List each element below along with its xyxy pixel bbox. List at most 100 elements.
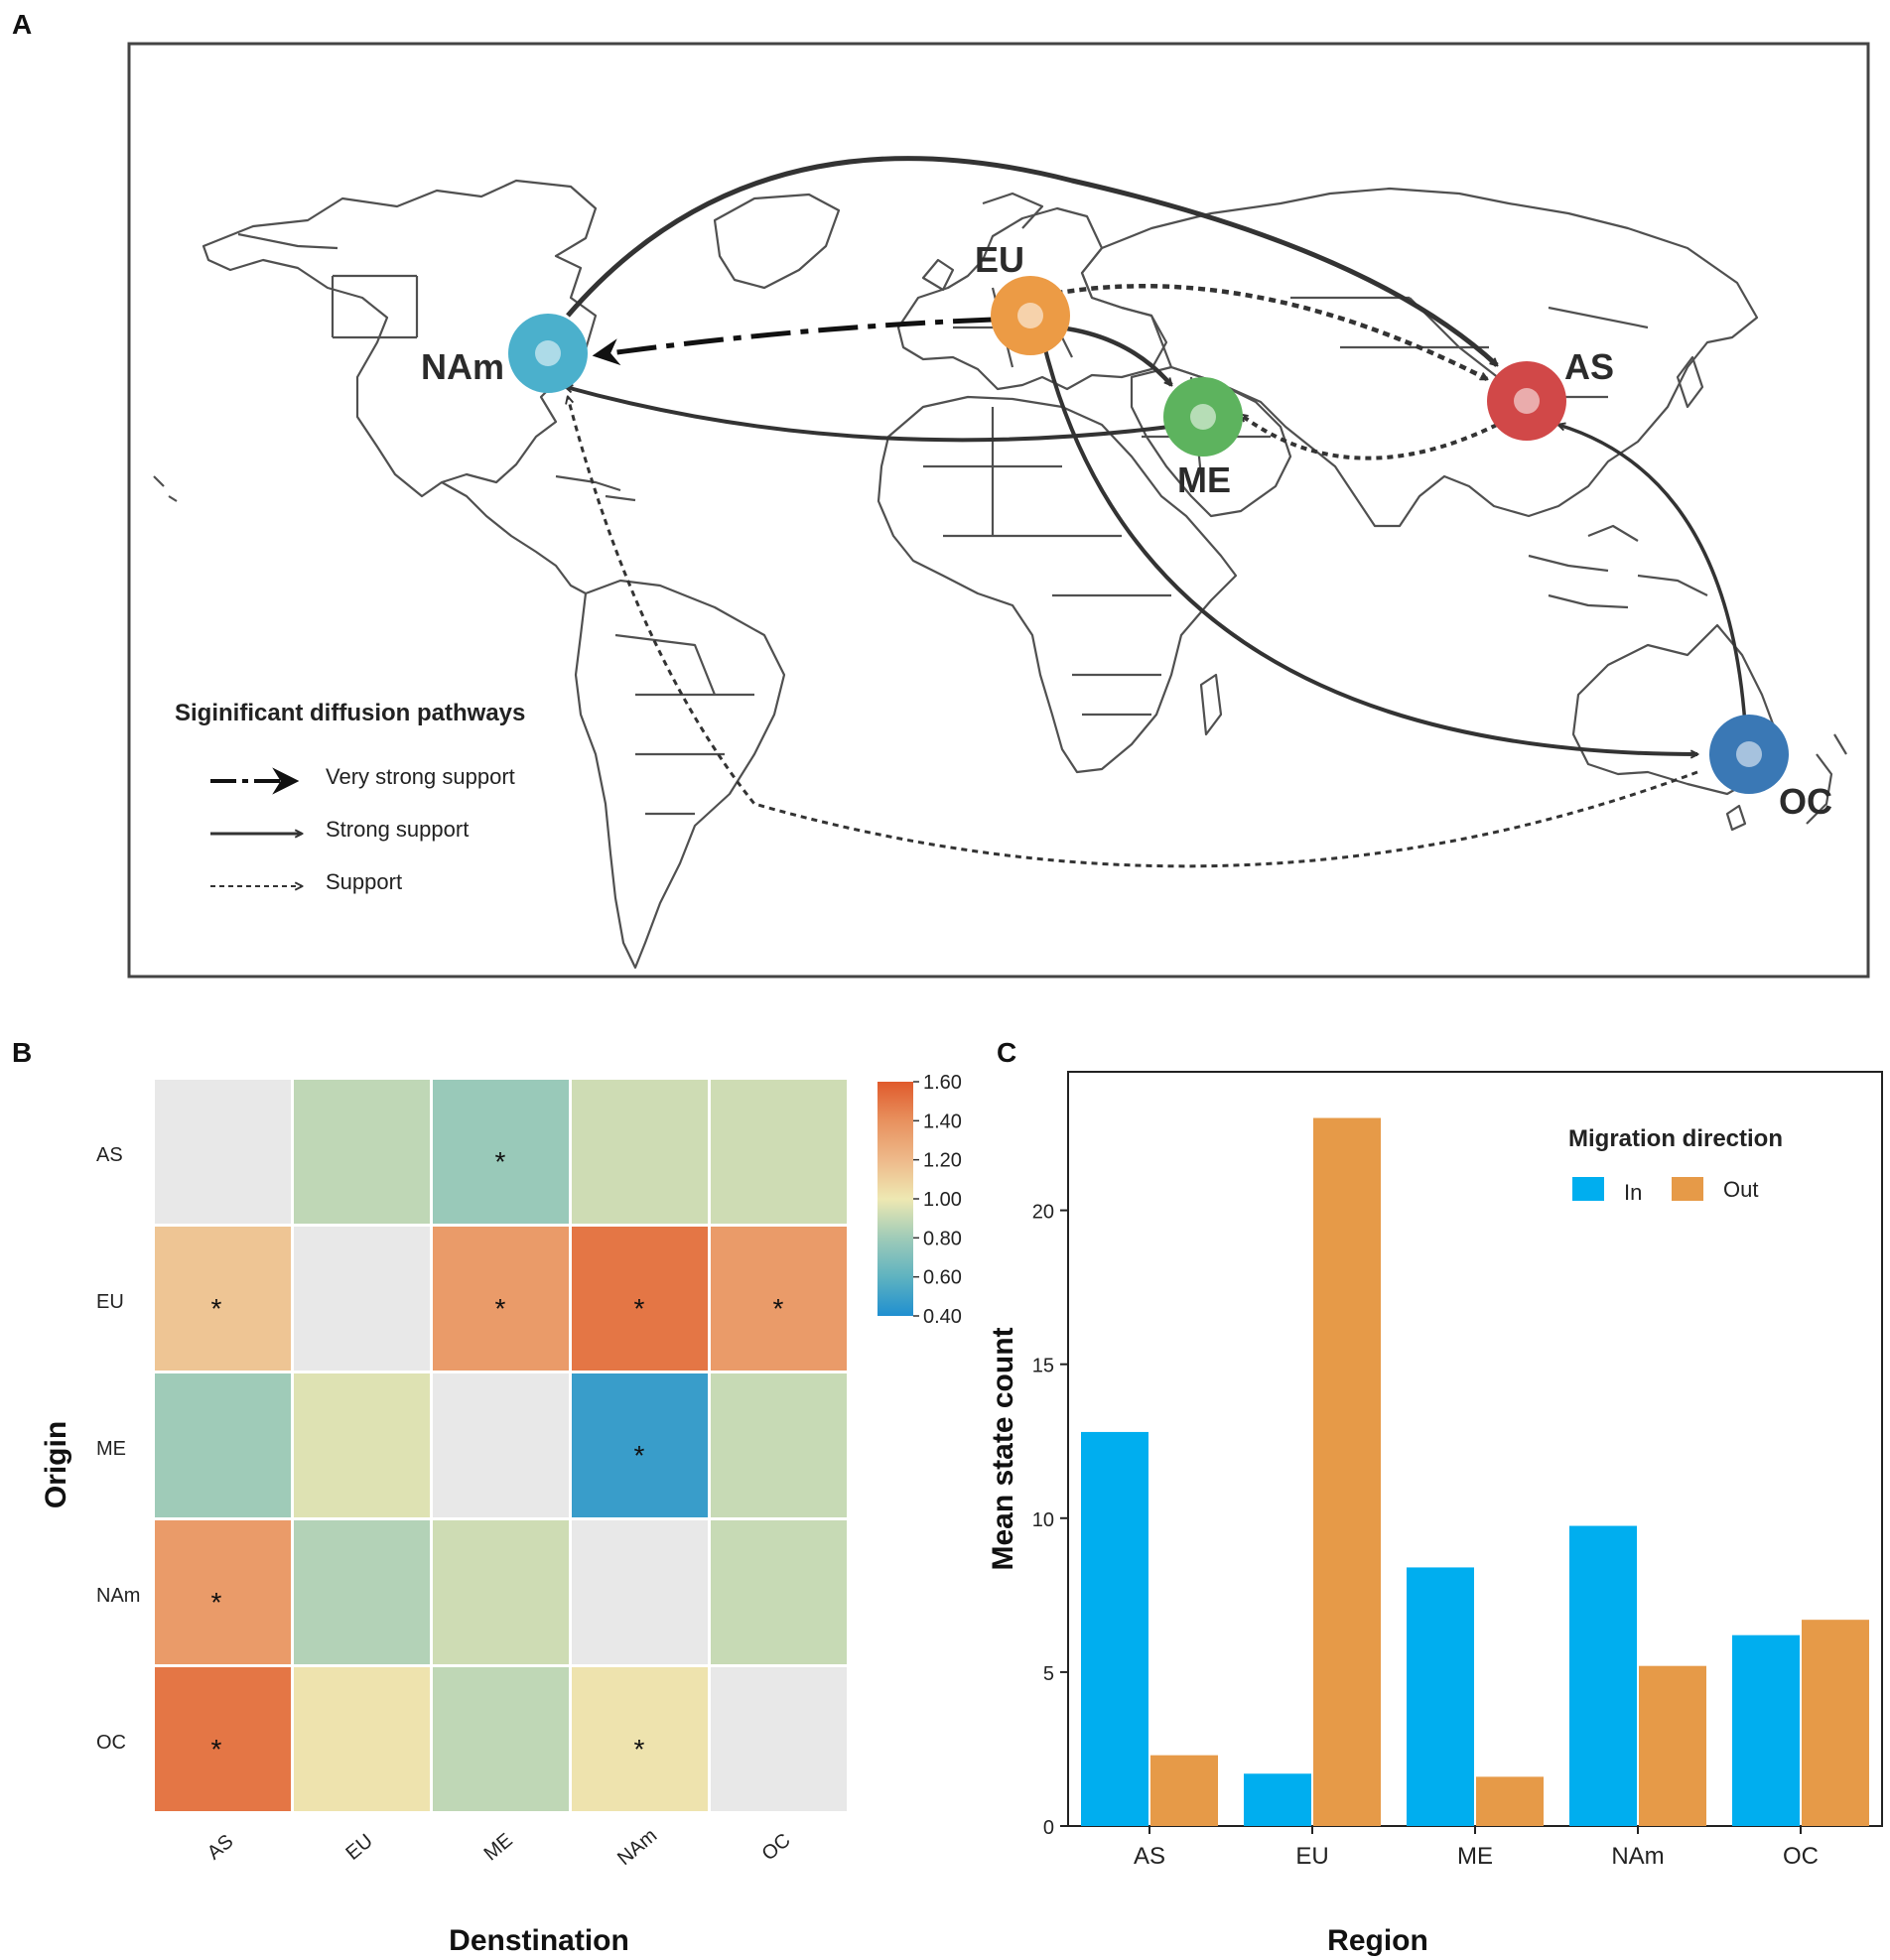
heatmap-cell-nam-oc [711,1520,847,1664]
bar-bars [1081,1117,1869,1826]
pathway-legend: Siginificant diffusion pathways Very str… [175,700,525,894]
heatmap-cell-as-eu [294,1080,430,1224]
heatmap-y-tick-me: ME [96,1438,126,1460]
colorbar [878,1082,913,1316]
svg-text:OC: OC [1779,781,1832,822]
new-zealand-landmass [1806,733,1847,825]
colorbar-tick-label: 1.20 [923,1150,962,1172]
central-america-landmass [441,481,587,594]
bar-y-tick-label: 0 [1043,1817,1054,1839]
africa-landmass [877,395,1238,774]
bar-in-nam [1569,1525,1637,1826]
bar-in-eu [1244,1773,1311,1826]
legend-in-swatch [1572,1177,1604,1201]
pathway-oc-to-nam [568,397,1698,868]
heatmap-cell-as-oc [711,1080,847,1224]
japan-landmass [1676,355,1704,409]
significance-star: * [634,1440,645,1471]
bar-out-oc [1802,1620,1869,1826]
significance-star: * [211,1293,222,1324]
pathway-eu-to-as [1031,283,1487,382]
heatmap-cell-as-as [155,1080,291,1224]
southeast-asia-islands [1528,524,1708,609]
diffusion-pathways [566,156,1747,868]
bar-x-tick-me: ME [1457,1843,1493,1870]
heatmap-significance-markers: * * * * * * * * * [211,1146,784,1764]
south-america-landmass [574,579,786,970]
heatmap-cell-eu-me [433,1227,569,1371]
bar-in-oc [1732,1634,1800,1826]
africa-borders [923,407,1171,717]
madagascar-landmass [1199,673,1223,736]
bar-legend: Migration direction In Out [1568,1125,1783,1205]
panel-b-label: B [12,1037,32,1068]
colorbar-tick-label: 0.40 [923,1306,962,1328]
bar-x-ticks: AS EU ME NAm OC [1134,1826,1819,1870]
bar-in-as [1081,1431,1148,1826]
bar-y-tick-label: 5 [1043,1663,1054,1685]
significance-star: * [634,1293,645,1324]
pacific-islands [153,475,178,502]
heatmap-cell-as-nam [572,1080,708,1224]
heatmap-x-tick-nam: NAm [613,1825,661,1870]
south-america-borders [614,633,754,816]
north-america-landmass [202,179,598,498]
svg-text:ME: ME [1177,459,1231,500]
node-as: AS [1487,346,1614,441]
heatmap-cell-oc-me [433,1667,569,1811]
heatmap-y-tick-labels: AS EU ME NAm OC [96,1144,140,1754]
legend-in-label: In [1624,1180,1642,1205]
svg-text:NAm: NAm [421,346,504,387]
us-borders [331,274,419,339]
legend-strong-label: Strong support [326,817,469,842]
scandinavia-landmass [982,192,1044,229]
bar-out-as [1150,1755,1218,1826]
heatmap-x-tick-me: ME [480,1829,517,1865]
heatmap-cell-nam-eu [294,1520,430,1664]
heatmap-cell-oc-as [155,1667,291,1811]
bar-x-tick-as: AS [1134,1843,1165,1870]
heatmap-cell-eu-oc [711,1227,847,1371]
bar-in-me [1407,1567,1474,1826]
heatmap-cell-eu-as [155,1227,291,1371]
heatmap-cells [155,1080,847,1811]
pathway-legend-title: Siginificant diffusion pathways [175,700,525,726]
colorbar-ticks: 0.40 0.60 0.80 1.00 1.20 1.40 1.60 [913,1072,962,1328]
svg-text:AS: AS [1564,346,1614,387]
tasmania-landmass [1725,804,1747,832]
heatmap-cell-me-as [155,1373,291,1517]
pathway-eu-to-nam [592,317,994,366]
bar-x-tick-oc: OC [1783,1843,1819,1870]
significance-star: * [634,1734,645,1764]
heatmap-y-tick-as: AS [96,1144,123,1166]
heatmap-y-tick-nam: NAm [96,1585,140,1607]
heatmap-cell-oc-eu [294,1667,430,1811]
heatmap-cell-as-me [433,1080,569,1224]
asia-landmass [1080,187,1759,528]
bar-out-eu [1313,1117,1381,1826]
heatmap-cell-me-oc [711,1373,847,1517]
heatmap-x-tick-labels: AS EU ME NAm OC [203,1825,795,1870]
pathway-nam-to-as [566,156,1497,365]
colorbar-tick-label: 0.80 [923,1228,962,1249]
bar-out-me [1476,1776,1544,1826]
bar-y-tick-label: 10 [1032,1509,1054,1531]
bar-y-ticks: 0 5 10 15 20 [1032,1202,1068,1839]
colorbar-tick-label: 1.00 [923,1189,962,1211]
significance-star: * [211,1734,222,1764]
heatmap-y-tick-oc: OC [96,1732,126,1754]
bar-out-nam [1639,1665,1706,1826]
bar-x-tick-eu: EU [1295,1843,1328,1870]
pathway-me-to-nam [566,387,1170,443]
heatmap-cell-me-nam [572,1373,708,1517]
heatmap-x-tick-as: AS [203,1830,238,1864]
pathway-oc-to-as [1558,425,1747,725]
heatmap-cell-oc-nam [572,1667,708,1811]
legend-out-label: Out [1723,1177,1758,1202]
panel-a-label: A [12,9,32,40]
pathway-as-to-me [1241,415,1498,460]
legend-support-label: Support [326,869,402,894]
panel-c-label: C [997,1037,1016,1068]
bar-x-tick-nam: NAm [1611,1843,1664,1870]
